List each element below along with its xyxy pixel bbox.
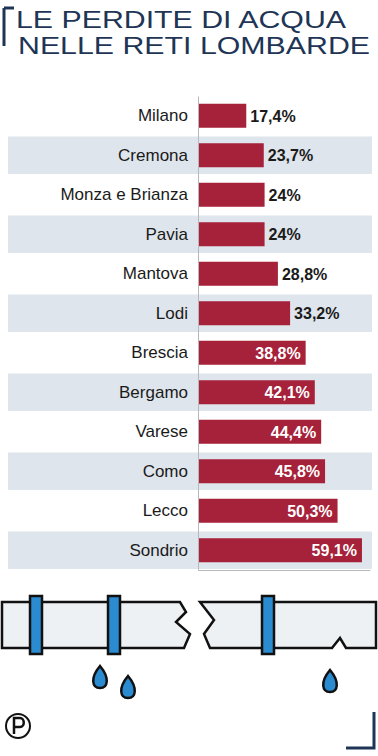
- row-bands: [8, 137, 372, 570]
- chart: LE PERDITE DI ACQUANELLE RETI LOMBARDE 17…: [0, 0, 378, 756]
- data-label: 45,8%: [275, 463, 320, 480]
- data-label: 42,1%: [264, 384, 309, 401]
- bars: [198, 104, 362, 563]
- logo-letter: [14, 718, 24, 734]
- category-label: Cremona: [118, 146, 188, 165]
- data-label: 17,4%: [250, 108, 295, 125]
- bar: [198, 222, 265, 246]
- category-label: Sondrio: [129, 541, 188, 560]
- water-drop: [323, 670, 337, 692]
- bar: [198, 538, 362, 562]
- y-tick: Milano: [138, 106, 198, 125]
- y-tick: Lodi: [156, 304, 198, 323]
- category-label: Mantova: [123, 264, 189, 283]
- x-axis: [199, 570, 371, 571]
- water-drop: [121, 676, 135, 698]
- bar: [198, 420, 321, 444]
- category-label: Brescia: [131, 343, 188, 362]
- bar: [198, 104, 246, 128]
- bar: [198, 459, 325, 483]
- y-tick: Lecco: [143, 501, 198, 520]
- row-band: [8, 137, 372, 175]
- y-tick: Mantova: [123, 264, 198, 283]
- data-label: 24%: [269, 187, 301, 204]
- y-tick: Pavia: [145, 225, 198, 244]
- category-label: Varese: [135, 422, 188, 441]
- title-bracket: [4, 8, 14, 46]
- y-axis: Milano Cremona Monza e Brianza Pavia Mantova…: [60, 97, 198, 571]
- data-label: 33,2%: [294, 305, 339, 322]
- bar: [198, 183, 265, 207]
- category-label: Como: [143, 462, 188, 481]
- data-label: 59,1%: [312, 542, 357, 559]
- category-label: Lecco: [143, 501, 188, 520]
- pipe-joint: [262, 596, 274, 654]
- category-label: Lodi: [156, 304, 188, 323]
- bar: [198, 341, 306, 365]
- bar: [198, 499, 338, 523]
- bar: [198, 301, 290, 325]
- row-band: [8, 374, 372, 412]
- data-label: 44,4%: [271, 424, 316, 441]
- y-axis-line: [198, 97, 199, 571]
- y-tick: Brescia: [131, 343, 198, 362]
- row-band: [8, 453, 372, 491]
- category-label: Bergamo: [119, 383, 188, 402]
- logo-circle: [6, 714, 30, 738]
- data-labels: 17,4% 23,7% 24% 24% 28,8% 33,2% 38,8% 42,1% 44,4…: [250, 108, 357, 560]
- logo: [6, 714, 30, 738]
- corner-bracket: [346, 712, 374, 748]
- y-tick: Sondrio: [129, 541, 198, 560]
- data-label: 50,3%: [287, 503, 332, 520]
- bar: [198, 143, 264, 167]
- row-band: [8, 532, 372, 570]
- y-tick: Varese: [135, 422, 198, 441]
- data-label: 38,8%: [255, 345, 300, 362]
- water-drop: [93, 666, 107, 688]
- y-tick: Como: [143, 462, 198, 481]
- title: LE PERDITE DI ACQUANELLE RETI LOMBARDE: [16, 6, 370, 59]
- pipe-joint: [108, 596, 120, 654]
- y-tick: Cremona: [118, 146, 198, 165]
- y-tick: Bergamo: [119, 383, 198, 402]
- pipe-right: [200, 602, 376, 648]
- y-tick: Monza e Brianza: [60, 185, 198, 204]
- category-label: Monza e Brianza: [60, 185, 188, 204]
- pipe-illustration: [2, 596, 376, 698]
- data-label: 24%: [269, 226, 301, 243]
- bar: [198, 262, 278, 286]
- row-band: [8, 216, 372, 254]
- title-line: LE PERDITE DI ACQUA: [16, 6, 346, 33]
- data-label: 23,7%: [268, 147, 313, 164]
- category-label: Milano: [138, 106, 188, 125]
- x-axis-line: [199, 570, 371, 571]
- title-line: NELLE RETI LOMBARDE: [18, 32, 370, 59]
- bar: [198, 380, 315, 404]
- row-band: [8, 295, 372, 333]
- category-label: Pavia: [145, 225, 188, 244]
- pipe-joint: [30, 596, 42, 654]
- data-label: 28,8%: [282, 266, 327, 283]
